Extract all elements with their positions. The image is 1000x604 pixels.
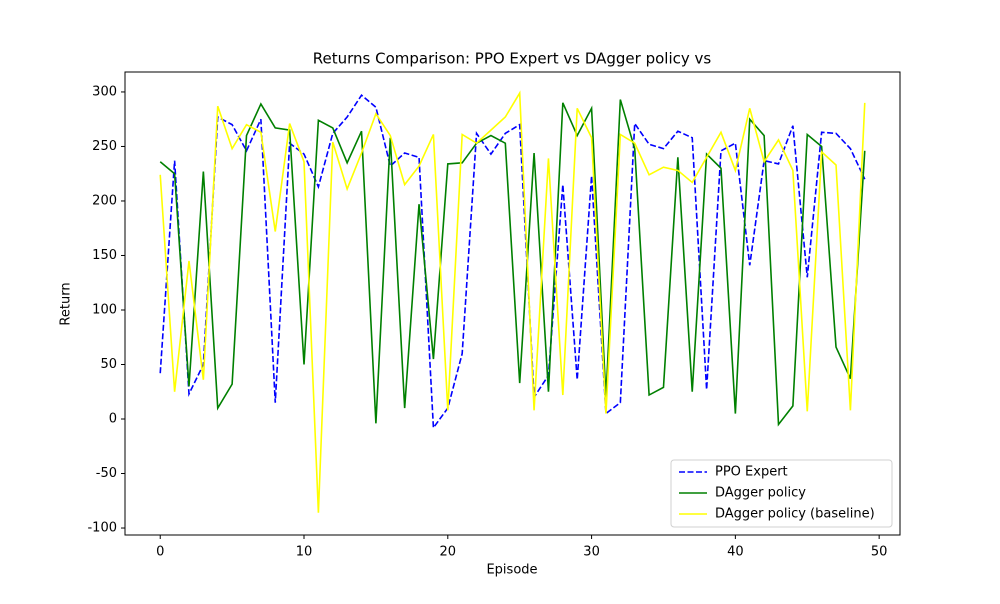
legend-label: DAgger policy (baseline)	[715, 507, 875, 522]
x-tick-label: 0	[156, 545, 164, 560]
y-tick-label: 300	[92, 84, 117, 99]
y-tick-label: -50	[96, 466, 117, 481]
x-tick-label: 10	[296, 545, 313, 560]
series-line	[159, 99, 866, 427]
y-tick-label: -100	[87, 521, 117, 536]
x-tick-label: 20	[440, 545, 457, 560]
x-axis-label: Episode	[486, 563, 537, 578]
series-line	[159, 94, 866, 431]
y-tick-label: 150	[92, 248, 117, 263]
legend-box	[670, 459, 893, 528]
chart-title: Returns Comparison: PPO Expert vs DAgger…	[313, 50, 712, 68]
plot-frame	[124, 71, 901, 536]
y-tick-label: 250	[92, 139, 117, 154]
y-tick-label: 200	[92, 193, 117, 208]
legend-label: DAgger policy	[715, 486, 806, 501]
y-tick-label: 50	[100, 357, 117, 372]
x-tick-label: 30	[583, 545, 600, 560]
legend-label: PPO Expert	[715, 465, 788, 480]
series-line	[159, 90, 866, 513]
y-axis-label: Return	[59, 282, 74, 325]
x-tick-label: 50	[871, 545, 888, 560]
y-tick-label: 100	[92, 302, 117, 317]
y-tick-label: 0	[109, 412, 117, 427]
x-tick-label: 40	[727, 545, 744, 560]
